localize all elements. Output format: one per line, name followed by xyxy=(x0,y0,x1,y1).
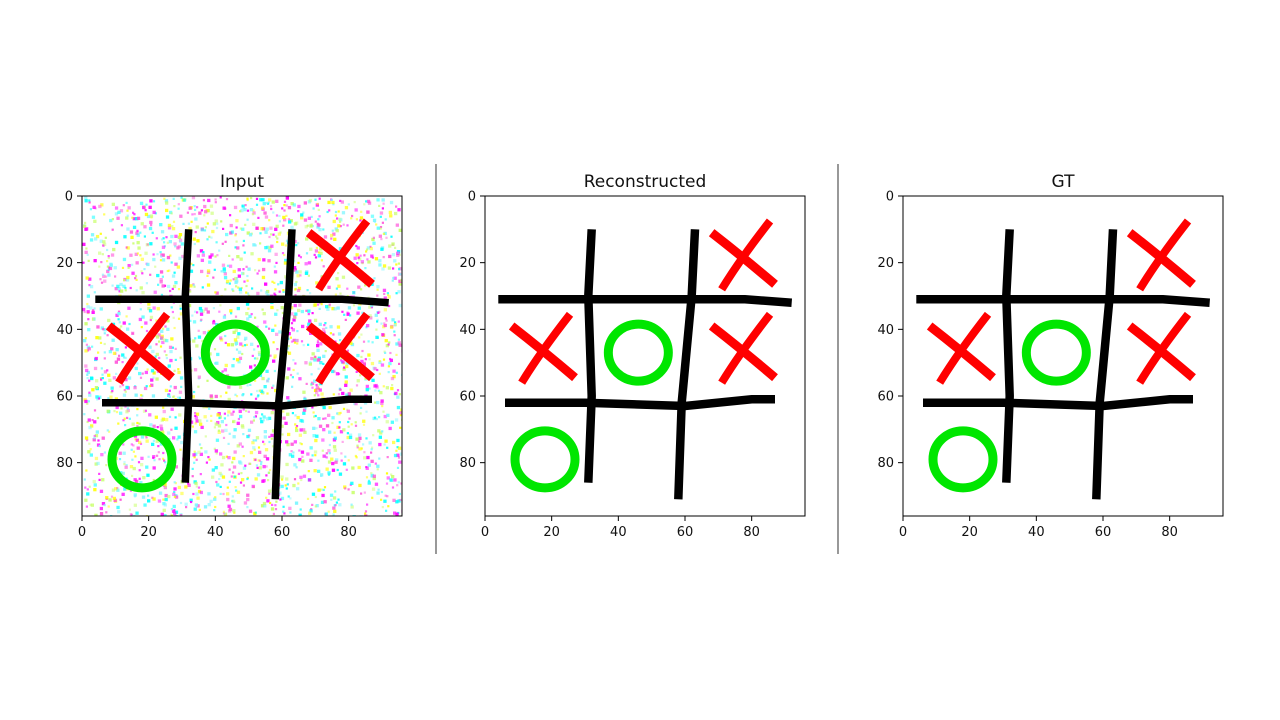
x-tick-label: 60 xyxy=(1095,525,1112,540)
x-mark-2 xyxy=(105,311,175,385)
axis-ticks-reconstructed: 0 20 40 60 80 0 20 40 60 80 xyxy=(459,190,759,541)
y-tick-label: 80 xyxy=(877,456,894,471)
board-line-3 xyxy=(498,295,793,307)
panel-input: Input 0 20 40 60 80 0 20 40 60 80 xyxy=(56,172,403,541)
board-line-1 xyxy=(1002,229,1014,483)
x-mark-3 xyxy=(1126,311,1196,385)
x-tick-label: 60 xyxy=(274,525,291,540)
panel-title-reconstructed: Reconstructed xyxy=(584,172,707,192)
axes-frame-gt xyxy=(902,195,1224,517)
board-line-2 xyxy=(1092,229,1118,500)
panel-gt: GT 0 20 40 60 80 0 20 40 60 80 xyxy=(877,172,1224,541)
y-tick-label: 60 xyxy=(56,390,73,405)
x-mark-3 xyxy=(305,311,375,385)
panel-title-input: Input xyxy=(220,172,264,192)
x-tick-label: 20 xyxy=(543,525,560,540)
x-mark-2 xyxy=(508,311,578,385)
x-mark-2 xyxy=(926,311,996,385)
board-line-1 xyxy=(181,229,193,483)
x-tick-label: 40 xyxy=(1028,525,1045,540)
x-mark-1 xyxy=(305,218,375,292)
x-tick-label: 40 xyxy=(207,525,224,540)
y-tick-label: 0 xyxy=(65,190,73,205)
y-tick-label: 80 xyxy=(459,456,476,471)
y-tick-label: 60 xyxy=(459,390,476,405)
y-tick-label: 60 xyxy=(877,390,894,405)
x-tick-label: 80 xyxy=(340,525,357,540)
y-tick-label: 0 xyxy=(468,190,476,205)
y-tick-label: 40 xyxy=(459,323,476,338)
x-tick-label: 60 xyxy=(677,525,694,540)
board-line-3 xyxy=(95,295,389,307)
board-line-2 xyxy=(674,229,700,500)
plot-area-input xyxy=(82,196,402,516)
x-tick-label: 0 xyxy=(899,525,907,540)
o-mark-1 xyxy=(603,319,673,386)
x-tick-label: 20 xyxy=(961,525,978,540)
y-tick-label: 20 xyxy=(877,256,894,271)
board-line-2 xyxy=(271,229,296,500)
panels-group: Input 0 20 40 60 80 0 20 40 60 80 Reconstructed 0 20 4… xyxy=(56,172,1224,541)
x-tick-label: 80 xyxy=(743,525,760,540)
y-tick-label: 40 xyxy=(56,323,73,338)
x-tick-label: 0 xyxy=(481,525,489,540)
axes-frame-reconstructed xyxy=(484,195,806,517)
board-line-1 xyxy=(584,229,596,483)
x-mark-1 xyxy=(708,218,778,292)
plot-area-reconstructed xyxy=(485,196,805,516)
y-tick-label: 0 xyxy=(886,190,894,205)
o-mark-1 xyxy=(200,319,270,386)
noise-speckle xyxy=(82,196,402,516)
axis-ticks-gt: 0 20 40 60 80 0 20 40 60 80 xyxy=(877,190,1177,541)
x-tick-label: 20 xyxy=(140,525,157,540)
o-mark-2 xyxy=(510,426,580,493)
axis-ticks-input: 0 20 40 60 80 0 20 40 60 80 xyxy=(56,190,356,541)
x-mark-3 xyxy=(708,311,778,385)
board-line-4 xyxy=(923,395,1193,411)
x-tick-label: 40 xyxy=(610,525,627,540)
x-mark-1 xyxy=(1126,218,1196,292)
y-tick-label: 40 xyxy=(877,323,894,338)
panel-title-gt: GT xyxy=(1052,172,1076,192)
axes-frame-input xyxy=(81,195,403,517)
board-line-4 xyxy=(102,395,372,410)
panel-reconstructed: Reconstructed 0 20 40 60 80 0 20 40 60 80 xyxy=(459,172,806,541)
y-tick-label: 80 xyxy=(56,456,73,471)
board-line-4 xyxy=(505,395,775,411)
x-tick-label: 0 xyxy=(78,525,86,540)
plot-area-gt xyxy=(903,196,1223,516)
o-mark-2 xyxy=(928,426,998,493)
board-line-3 xyxy=(916,295,1211,307)
x-tick-label: 80 xyxy=(1161,525,1178,540)
o-mark-1 xyxy=(1021,319,1091,386)
y-tick-label: 20 xyxy=(459,256,476,271)
o-mark-2 xyxy=(107,426,177,493)
y-tick-label: 20 xyxy=(56,256,73,271)
